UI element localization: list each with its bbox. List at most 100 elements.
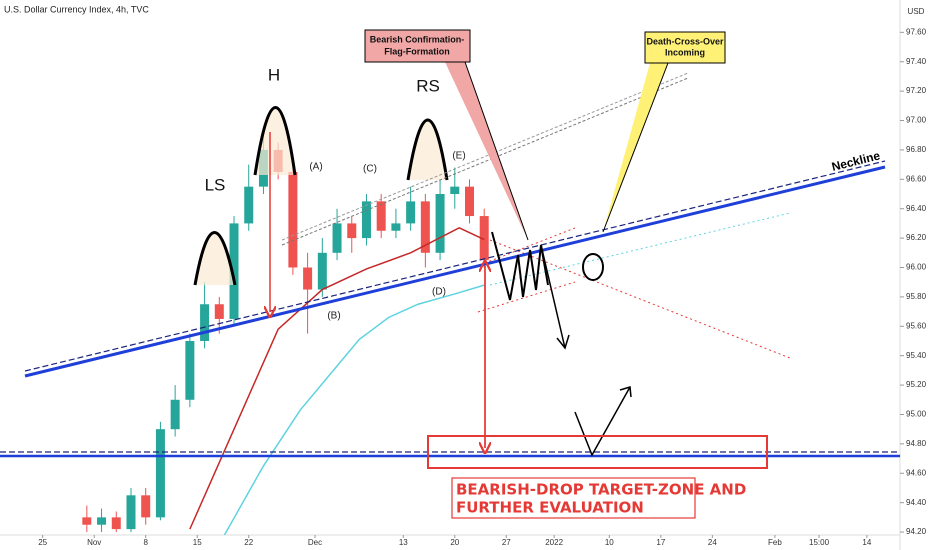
y-tick-label: 97.20 bbox=[906, 86, 927, 95]
flag-callout bbox=[364, 29, 471, 63]
point-label: (A) bbox=[309, 162, 322, 173]
cross-callout bbox=[644, 31, 726, 64]
x-tick-label: 14 bbox=[862, 538, 871, 547]
flag-text: Bearish Confirmation- bbox=[370, 34, 465, 44]
candle-body bbox=[332, 223, 342, 253]
point-label: (E) bbox=[452, 151, 465, 162]
y-tick-label: 95.60 bbox=[906, 321, 927, 330]
candle-body bbox=[479, 216, 489, 261]
rs-arc bbox=[406, 118, 449, 181]
cross-text: Incoming bbox=[665, 47, 705, 57]
flag-line bbox=[479, 227, 576, 266]
x-tick-label: 22 bbox=[244, 538, 253, 547]
drop-arrow-head bbox=[556, 334, 570, 350]
candle-body bbox=[376, 201, 386, 231]
candle-body bbox=[170, 399, 180, 430]
candle-body bbox=[200, 304, 210, 341]
moving-average bbox=[223, 284, 485, 535]
x-tick-label: 13 bbox=[399, 538, 408, 547]
cross-circle bbox=[582, 253, 604, 281]
candle-body bbox=[288, 171, 298, 268]
candle-body bbox=[303, 267, 313, 290]
y-tick-label: 97.60 bbox=[906, 27, 927, 36]
point-label: (B) bbox=[327, 311, 340, 322]
x-tick-label: 17 bbox=[656, 538, 665, 547]
candle-body bbox=[420, 201, 430, 253]
candle-body bbox=[406, 201, 416, 224]
candle-body bbox=[317, 252, 327, 290]
x-tick-label: 15:00 bbox=[809, 538, 830, 547]
target-zone bbox=[427, 435, 768, 469]
target-note bbox=[451, 477, 696, 519]
x-tick-label: 10 bbox=[605, 538, 614, 547]
y-tick-label: 96.60 bbox=[906, 174, 927, 183]
x-tick-label: Feb bbox=[768, 538, 782, 547]
y-tick-label: 95.00 bbox=[906, 410, 927, 419]
flag-text: Flag-Formation bbox=[384, 46, 450, 56]
rebound-arrow bbox=[574, 386, 631, 457]
point-label: (D) bbox=[432, 287, 446, 298]
x-tick-label: Dec bbox=[308, 538, 322, 547]
candle-body bbox=[155, 429, 165, 518]
chart-title: U.S. Dollar Currency Index, 4h, TVC bbox=[4, 4, 149, 14]
flag-zigzag bbox=[491, 231, 549, 301]
y-tick-label: 94.40 bbox=[906, 498, 927, 507]
candle-body bbox=[111, 517, 121, 530]
y-tick-label: 94.20 bbox=[906, 527, 927, 536]
candle-body bbox=[244, 186, 254, 224]
currency: USD bbox=[908, 7, 925, 16]
y-tick-label: 96.40 bbox=[906, 204, 927, 213]
candle-body bbox=[391, 223, 401, 231]
y-tick-label: 94.60 bbox=[906, 468, 927, 477]
neckline bbox=[24, 165, 886, 378]
candle-body bbox=[229, 223, 239, 319]
candle-body bbox=[141, 495, 151, 518]
x-tick-label: 25 bbox=[38, 538, 47, 547]
candle-body bbox=[214, 304, 224, 319]
x-tick-label: 24 bbox=[708, 538, 717, 547]
candle-body bbox=[347, 223, 357, 239]
ls-label: LS bbox=[205, 175, 226, 194]
candle-body bbox=[450, 186, 460, 195]
y-tick-label: 96.20 bbox=[906, 233, 927, 242]
neckline-dashed bbox=[24, 160, 886, 372]
y-tick-label: 95.80 bbox=[906, 292, 927, 301]
candle-body bbox=[361, 201, 371, 239]
y-tick-label: 94.80 bbox=[906, 439, 927, 448]
candle-body bbox=[126, 495, 136, 530]
projection-line bbox=[489, 212, 791, 286]
x-tick-label: 8 bbox=[143, 538, 148, 547]
channel-top bbox=[281, 72, 689, 241]
x-tick-label: 27 bbox=[502, 538, 511, 547]
rebound-arrow-head bbox=[619, 386, 632, 398]
cross-text: Death-Cross-Over bbox=[646, 36, 724, 46]
target-text: FURTHER EVALUATION bbox=[456, 499, 644, 517]
h-arc bbox=[253, 106, 297, 176]
channel-top bbox=[281, 77, 689, 246]
candle-body bbox=[82, 517, 92, 525]
point-label: (C) bbox=[363, 164, 377, 175]
candle-body bbox=[97, 517, 107, 525]
x-tick-label: Nov bbox=[87, 538, 101, 547]
projection-line bbox=[489, 239, 791, 359]
x-tick-label: 20 bbox=[450, 538, 459, 547]
drop-arrow bbox=[540, 244, 566, 349]
y-tick-label: 96.80 bbox=[906, 145, 927, 154]
rs-label: RS bbox=[416, 76, 440, 95]
y-tick-label: 95.40 bbox=[906, 351, 927, 360]
candle-body bbox=[465, 186, 475, 217]
flag-line bbox=[477, 281, 576, 313]
y-tick-label: 96.00 bbox=[906, 263, 927, 272]
y-tick-label: 97.40 bbox=[906, 57, 927, 66]
drawings bbox=[0, 29, 900, 519]
y-tick-label: 97.00 bbox=[906, 116, 927, 125]
moving-average bbox=[189, 226, 485, 530]
candle-body bbox=[435, 194, 445, 253]
target-text: BEARISH-DROP TARGET-ZONE AND bbox=[456, 481, 746, 499]
h-label: H bbox=[268, 65, 280, 84]
x-tick-label: 2022 bbox=[545, 538, 563, 547]
ls-arc bbox=[193, 231, 237, 286]
x-tick-label: 15 bbox=[193, 538, 202, 547]
y-tick-label: 95.20 bbox=[906, 380, 927, 389]
